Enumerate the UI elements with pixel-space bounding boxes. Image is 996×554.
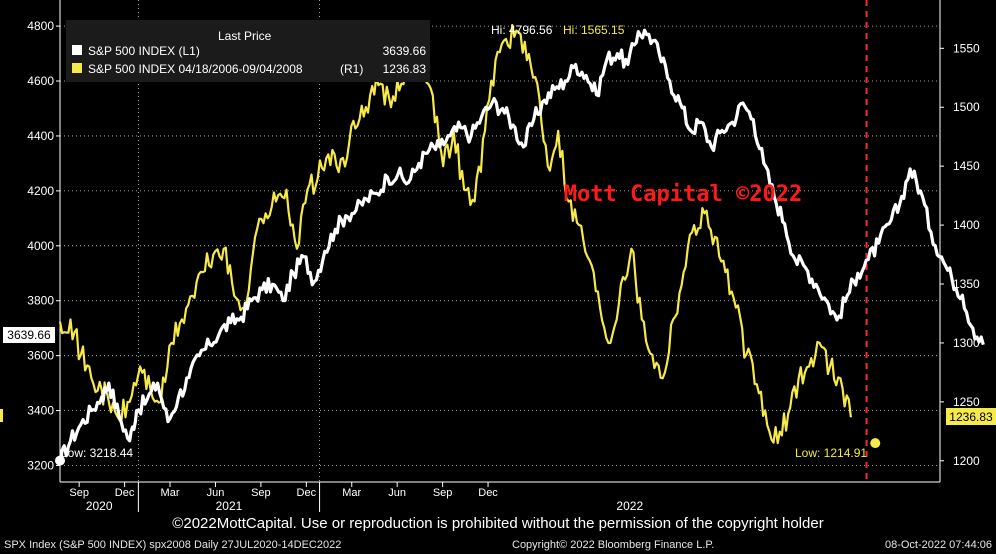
x-axis-year-ticks: 2020 2021 2022	[86, 482, 643, 513]
right-axis-ticks: 1200 1250 1300 1350 1400 1450 1500 1550	[940, 41, 980, 468]
legend-row1-value: 3639.66	[383, 44, 427, 58]
right-tick-label: 1350	[953, 277, 980, 291]
right-tick-label: 1250	[953, 395, 980, 409]
footer-timestamp: 08-Oct-2022 07:44:06	[884, 539, 992, 551]
month-tick-label: Sep	[433, 487, 453, 499]
x-axis-month-ticks: Sep Dec Mar Jun Sep Dec Mar Jun Sep Dec	[69, 482, 498, 499]
right-tick-label: 1400	[953, 218, 980, 232]
right-tick-label: 1500	[953, 100, 980, 114]
right-last-tag-bg	[946, 408, 996, 425]
left-last-tag: 3639.66	[7, 328, 51, 342]
left-tick-label: 3600	[27, 349, 54, 363]
left-tick-label: 4600	[27, 74, 54, 88]
right-tick-label: 1300	[953, 336, 980, 350]
grid-lines	[59, 0, 941, 483]
month-tick-label: Sep	[251, 487, 271, 499]
left-axis-ticks: 3200 3400 3600 3800 4000 4200 4400 4600 4800	[27, 19, 60, 473]
left-last-tag-bg	[3, 327, 55, 343]
month-tick-label: Dec	[115, 487, 135, 499]
footer-ticker-info: SPX Index (S&P 500 INDEX) spx2008 Daily …	[4, 539, 342, 551]
left-tick-label: 4400	[27, 129, 54, 143]
left-tick-label: 3400	[27, 404, 54, 418]
legend-swatch-white	[72, 45, 82, 55]
month-tick-label: Mar	[161, 487, 180, 499]
right-last-tag: 1236.83	[949, 410, 993, 424]
month-tick-label: Dec	[297, 487, 317, 499]
month-tick-label: Jun	[388, 487, 406, 499]
left-axis-marker	[0, 409, 3, 422]
watermark: Mott Capital ©2022	[564, 182, 802, 207]
month-tick-label: Jun	[207, 487, 225, 499]
low-right-marker	[870, 438, 881, 449]
left-tick-label: 4200	[27, 184, 54, 198]
series-line-2020-2022	[58, 28, 985, 461]
legend-row2-value: 1236.83	[383, 62, 427, 76]
right-tick-label: 1550	[953, 41, 980, 55]
left-tick-label: 3800	[27, 294, 54, 308]
hi-left-label: Hi: 4796.56	[491, 23, 553, 37]
legend-row2-name: S&P 500 INDEX 04/18/2006-09/04/2008	[88, 62, 303, 76]
year-label: 2021	[216, 499, 243, 513]
year-label: 2020	[86, 499, 113, 513]
series-line-2006-2008	[58, 23, 852, 445]
legend-swatch-yellow	[72, 63, 82, 73]
right-tick-label: 1200	[953, 454, 980, 468]
copyright-notice: ©2022MottCapital. Use or reproduction is…	[172, 515, 824, 532]
left-tick-label: 4800	[27, 19, 54, 33]
footer-bloomberg-copyright: Copyright© 2022 Bloomberg Finance L.P.	[512, 539, 715, 551]
hi-right-label: Hi: 1565.15	[563, 23, 625, 37]
legend-box	[66, 20, 430, 82]
month-tick-label: Dec	[478, 487, 498, 499]
month-tick-label: Sep	[69, 487, 89, 499]
legend-row2-axis: (R1)	[340, 62, 363, 76]
year-label: 2022	[616, 499, 643, 513]
left-tick-label: 4000	[27, 239, 54, 253]
low-right-label: Low: 1214.91	[795, 446, 867, 460]
legend-title: Last Price	[218, 29, 272, 43]
low-left-label: Low: 3218.44	[61, 446, 133, 460]
legend-row1-name: S&P 500 INDEX (L1)	[88, 44, 200, 58]
right-tick-label: 1450	[953, 159, 980, 173]
low-left-marker	[55, 455, 65, 466]
month-tick-label: Mar	[342, 487, 361, 499]
left-tick-label: 3200	[27, 459, 54, 473]
